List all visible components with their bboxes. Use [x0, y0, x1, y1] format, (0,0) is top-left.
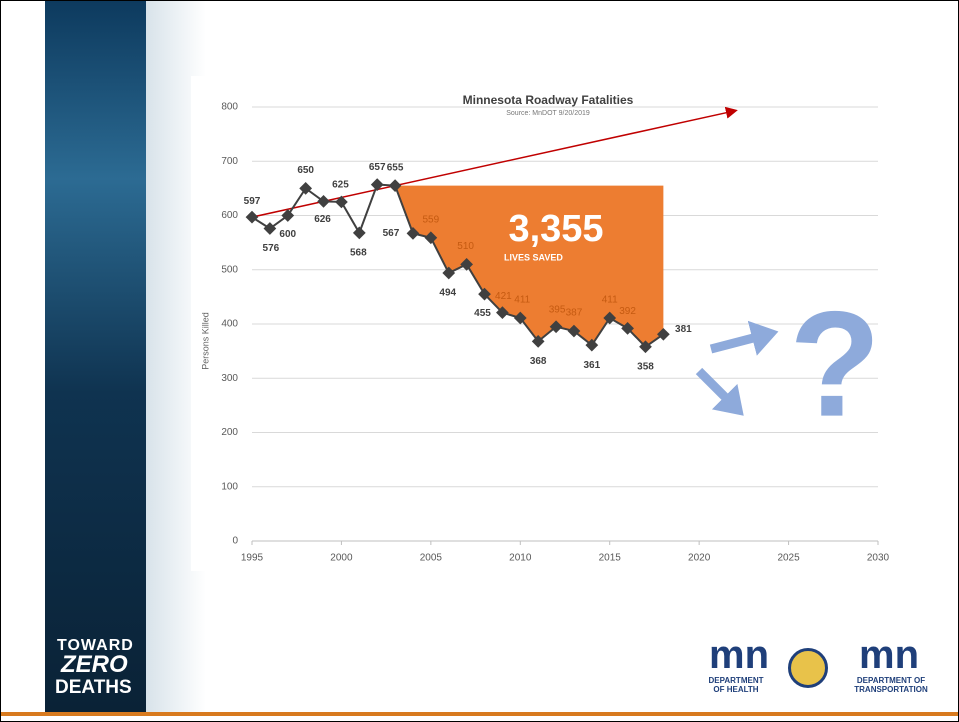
transport-line: TRANSPORTATION: [841, 685, 941, 694]
data-label: 597: [244, 196, 261, 207]
data-label: 387: [566, 308, 583, 319]
chart-title: Minnesota Roadway Fatalities: [463, 93, 634, 107]
brand-zero: ZERO: [61, 651, 128, 679]
data-label: 576: [263, 243, 280, 254]
y-tick-label: 300: [221, 373, 238, 384]
data-label: 650: [297, 165, 314, 176]
health-line: OF HEALTH: [701, 685, 771, 694]
data-label: 368: [530, 356, 547, 367]
data-label: 421: [495, 291, 512, 302]
y-tick-label: 0: [232, 536, 238, 547]
y-tick-label: 200: [221, 427, 238, 438]
data-label: 626: [314, 214, 331, 225]
data-label: 625: [332, 180, 349, 191]
y-tick-label: 400: [221, 319, 238, 330]
y-tick-label: 800: [221, 102, 238, 113]
data-label: 411: [602, 295, 618, 306]
x-tick-label: 1995: [241, 553, 264, 564]
x-tick-label: 2020: [688, 553, 711, 564]
data-label: 568: [350, 248, 367, 259]
chart: Minnesota Roadway Fatalities Source: MnD…: [1, 1, 958, 713]
brand-deaths: DEATHS: [55, 677, 132, 699]
data-label: 395: [549, 304, 566, 315]
y-axis-label: Persons Killed: [200, 312, 210, 370]
lives-saved-label: LIVES SAVED: [504, 252, 563, 262]
data-label: 655: [387, 162, 404, 173]
seal: [788, 648, 828, 688]
transport-line: DEPARTMENT OF: [841, 676, 941, 685]
y-tick-label: 100: [221, 481, 238, 492]
mn-logo: mn: [859, 635, 919, 675]
y-tick-label: 600: [221, 210, 238, 221]
data-label: 600: [279, 229, 296, 240]
health-line: DEPARTMENT: [701, 676, 771, 685]
lives-saved-number: 3,355: [508, 208, 603, 250]
question-mark: ?: [789, 280, 881, 448]
x-tick-label: 2030: [867, 553, 890, 564]
data-label: 392: [619, 306, 636, 317]
data-label: 358: [637, 361, 654, 372]
x-tick-label: 2025: [777, 553, 800, 564]
y-tick-label: 500: [221, 264, 238, 275]
chart-subtitle: Source: MnDOT 9/20/2019: [506, 110, 590, 117]
y-tick-label: 700: [221, 156, 238, 167]
data-label: 494: [439, 288, 456, 299]
data-label: 510: [457, 241, 474, 252]
data-label: 567: [383, 228, 400, 239]
data-label: 411: [514, 295, 530, 306]
data-label: 381: [675, 324, 692, 335]
slide: Minnesota Roadway Fatalities Source: MnD…: [0, 0, 959, 722]
data-label: 361: [583, 360, 600, 371]
x-tick-label: 2015: [599, 553, 622, 564]
mn-logo: mn: [709, 635, 769, 675]
data-label: 657: [369, 162, 386, 173]
x-tick-label: 2005: [420, 553, 443, 564]
x-tick-label: 2010: [509, 553, 532, 564]
data-label: 559: [423, 214, 440, 225]
data-label: 455: [474, 308, 491, 319]
x-tick-label: 2000: [330, 553, 353, 564]
